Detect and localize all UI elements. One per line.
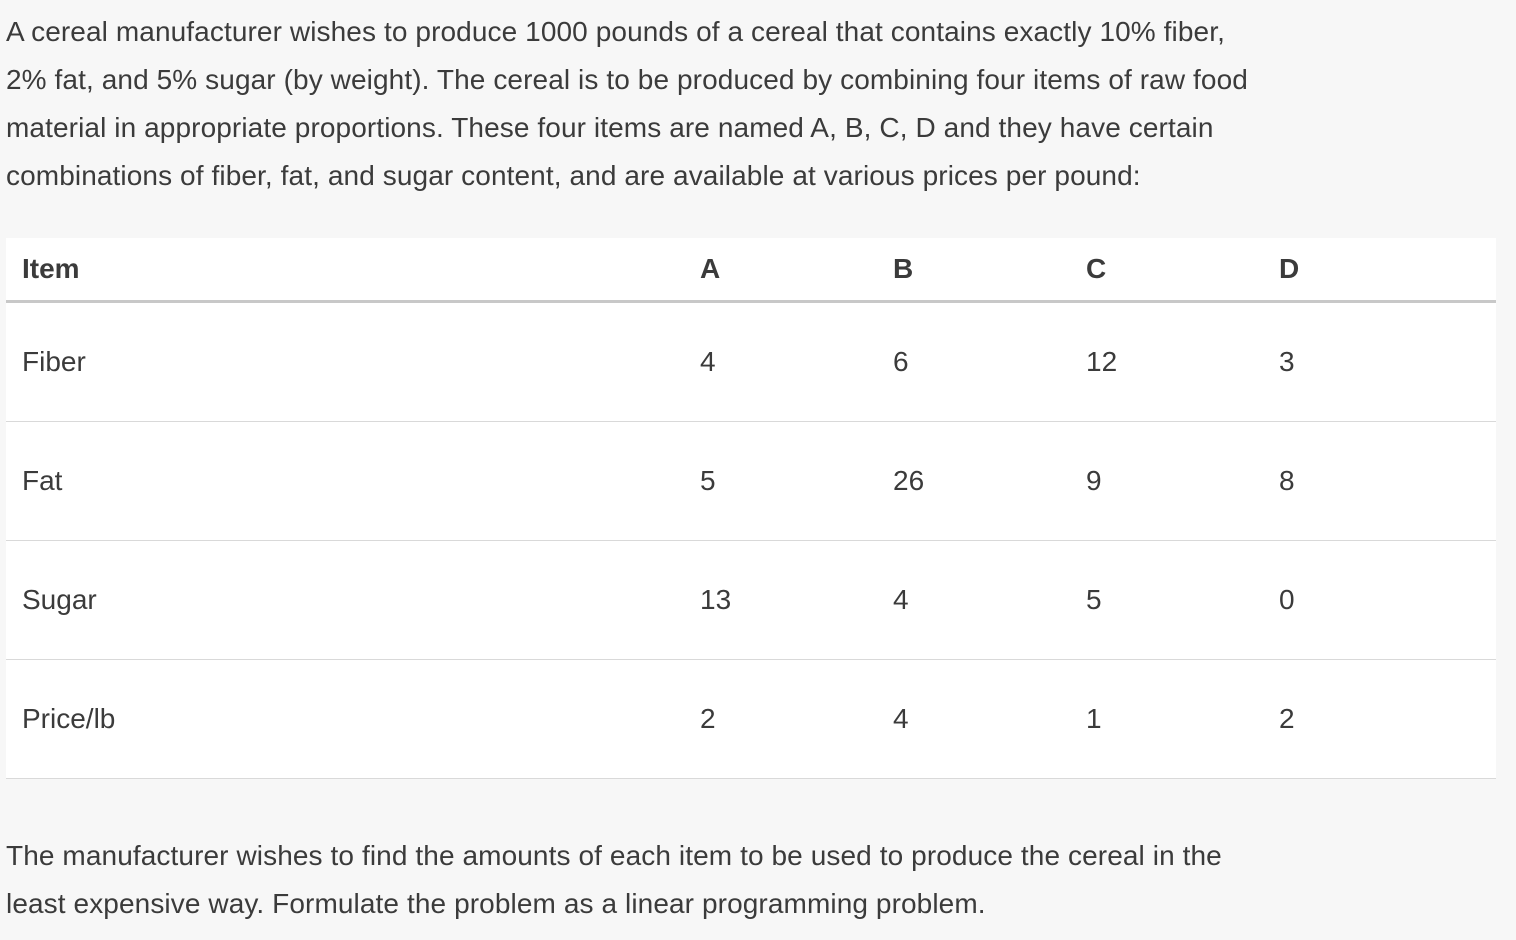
problem-closing-text: The manufacturer wishes to find the amou… <box>6 840 1222 919</box>
value-cell: 2 <box>1263 659 1496 779</box>
value-cell: 3 <box>1263 301 1496 422</box>
table-row-price: Price/lb 2 4 1 2 <box>6 659 1496 779</box>
column-header-b: B <box>877 238 1070 303</box>
value-cell: 26 <box>877 421 1070 541</box>
value-cell: 13 <box>684 540 877 660</box>
value-cell: 9 <box>1070 421 1263 541</box>
value-cell: 0 <box>1263 540 1496 660</box>
row-label-cell: Fat <box>6 421 684 541</box>
value-cell: 5 <box>1070 540 1263 660</box>
column-header-a: A <box>684 238 877 303</box>
ingredients-table: Item A B C D Fiber 4 6 12 3 Fat 5 26 9 8 <box>6 238 1496 779</box>
table-row-sugar: Sugar 13 4 5 0 <box>6 540 1496 660</box>
value-cell: 8 <box>1263 421 1496 541</box>
value-cell: 2 <box>684 659 877 779</box>
table-row-fat: Fat 5 26 9 8 <box>6 421 1496 541</box>
row-label-cell: Sugar <box>6 540 684 660</box>
value-cell: 4 <box>877 540 1070 660</box>
problem-intro-text: A cereal manufacturer wishes to produce … <box>6 16 1248 191</box>
column-header-item: Item <box>6 238 684 303</box>
value-cell: 5 <box>684 421 877 541</box>
column-header-c: C <box>1070 238 1263 303</box>
row-label-cell: Price/lb <box>6 659 684 779</box>
value-cell: 4 <box>877 659 1070 779</box>
row-label-cell: Fiber <box>6 301 684 422</box>
value-cell: 6 <box>877 301 1070 422</box>
value-cell: 1 <box>1070 659 1263 779</box>
column-header-d: D <box>1263 238 1496 303</box>
value-cell: 4 <box>684 301 877 422</box>
table-row-fiber: Fiber 4 6 12 3 <box>6 301 1496 422</box>
table-header-row: Item A B C D <box>6 238 1496 303</box>
problem-page: A cereal manufacturer wishes to produce … <box>6 8 1496 928</box>
value-cell: 12 <box>1070 301 1263 422</box>
